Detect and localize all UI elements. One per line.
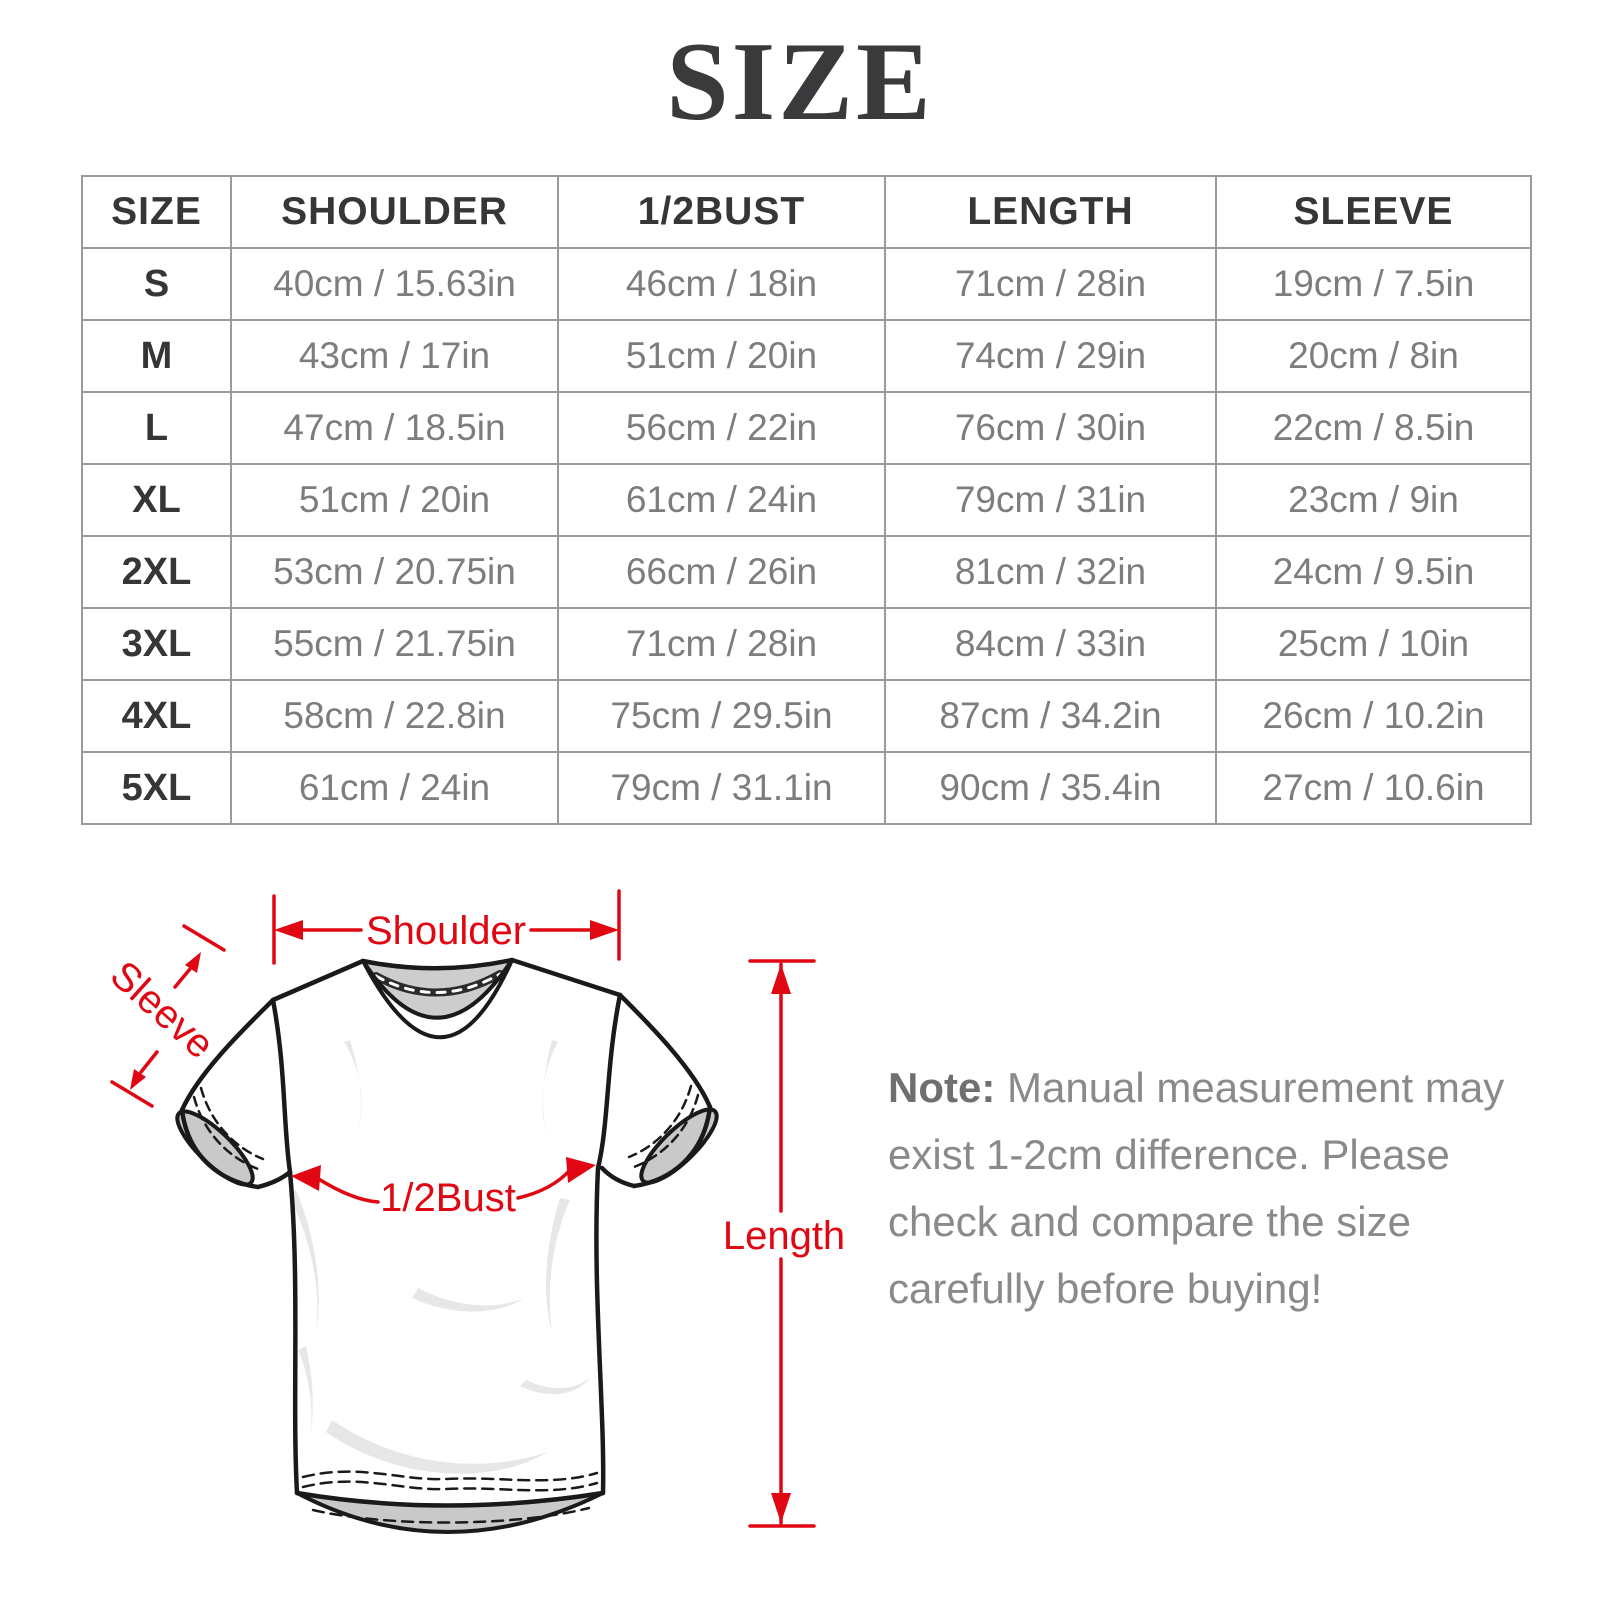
note-line: carefully before buying! [888, 1265, 1323, 1312]
page-title: SIZE [666, 20, 934, 144]
shoulder-cell: 53cm / 20.75in [230, 535, 559, 609]
table-row: 2XL 53cm / 20.75in 66cm / 26in 81cm / 32… [81, 535, 1532, 609]
size-cell: 4XL [81, 679, 232, 753]
sleeve-cell: 25cm / 10in [1215, 607, 1532, 681]
table-header-size: SIZE [81, 175, 232, 249]
length-cell: 81cm / 32in [884, 535, 1217, 609]
size-cell: XL [81, 463, 232, 537]
length-cell: 84cm / 33in [884, 607, 1217, 681]
size-cell: 2XL [81, 535, 232, 609]
shoulder-dimension: Shoulder [272, 889, 621, 965]
table-row: S 40cm / 15.63in 46cm / 18in 71cm / 28in… [81, 247, 1532, 321]
note-line: check and compare the size [888, 1198, 1411, 1245]
size-cell: L [81, 391, 232, 465]
bust-cell: 46cm / 18in [557, 247, 886, 321]
length-label: Length [723, 1214, 845, 1258]
wrinkle-shadows [288, 1040, 590, 1474]
note-line: exist 1-2cm difference. Please [888, 1131, 1450, 1178]
length-dimension: Length [723, 959, 845, 1528]
measurement-note: Note: Manual measurement may exist 1-2cm… [888, 1054, 1528, 1322]
bust-dimension: 1/2Bust [291, 1157, 596, 1220]
length-cell: 71cm / 28in [884, 247, 1217, 321]
shoulder-label: Shoulder [366, 909, 526, 953]
note-label: Note: [888, 1064, 996, 1111]
sleeve-cell: 24cm / 9.5in [1215, 535, 1532, 609]
size-cell: 5XL [81, 751, 232, 825]
sleeve-cell: 22cm / 8.5in [1215, 391, 1532, 465]
sleeve-cell: 23cm / 9in [1215, 463, 1532, 537]
shoulder-cell: 58cm / 22.8in [230, 679, 559, 753]
length-cell: 74cm / 29in [884, 319, 1217, 393]
note-text: Manual measurement may [1007, 1064, 1505, 1111]
bust-cell: 61cm / 24in [557, 463, 886, 537]
bust-cell: 79cm / 31.1in [557, 751, 886, 825]
bust-cell: 71cm / 28in [557, 607, 886, 681]
length-cell: 90cm / 35.4in [884, 751, 1217, 825]
table-row: 3XL 55cm / 21.75in 71cm / 28in 84cm / 33… [81, 607, 1532, 681]
table-header-row: SIZE SHOULDER 1/2BUST LENGTH SLEEVE [81, 175, 1532, 249]
size-cell: 3XL [81, 607, 232, 681]
note-line: Note: Manual measurement may [888, 1054, 1528, 1121]
size-cell: M [81, 319, 232, 393]
bust-cell: 51cm / 20in [557, 319, 886, 393]
size-cell: S [81, 247, 232, 321]
length-cell: 87cm / 34.2in [884, 679, 1217, 753]
shoulder-cell: 40cm / 15.63in [230, 247, 559, 321]
table-header-length: LENGTH [884, 175, 1217, 249]
bust-cell: 66cm / 26in [557, 535, 886, 609]
collar [360, 957, 515, 1040]
table-row: L 47cm / 18.5in 56cm / 22in 76cm / 30in … [81, 391, 1532, 465]
sleeve-cell: 27cm / 10.6in [1215, 751, 1532, 825]
length-cell: 76cm / 30in [884, 391, 1217, 465]
size-table: SIZE SHOULDER 1/2BUST LENGTH SLEEVE S 40… [81, 175, 1532, 825]
table-row: 5XL 61cm / 24in 79cm / 31.1in 90cm / 35.… [81, 751, 1532, 825]
shoulder-cell: 43cm / 17in [230, 319, 559, 393]
table-row: M 43cm / 17in 51cm / 20in 74cm / 29in 20… [81, 319, 1532, 393]
bust-cell: 75cm / 29.5in [557, 679, 886, 753]
tshirt-illustration [175, 957, 719, 1534]
table-row: 4XL 58cm / 22.8in 75cm / 29.5in 87cm / 3… [81, 679, 1532, 753]
shoulder-cell: 61cm / 24in [230, 751, 559, 825]
sleeve-cell: 19cm / 7.5in [1215, 247, 1532, 321]
length-cell: 79cm / 31in [884, 463, 1217, 537]
tshirt-size-diagram: Shoulder Sleeve 1/2Bust [102, 889, 845, 1534]
table-header-bust: 1/2BUST [557, 175, 886, 249]
table-header-shoulder: SHOULDER [230, 175, 559, 249]
table-row: XL 51cm / 20in 61cm / 24in 79cm / 31in 2… [81, 463, 1532, 537]
sleeve-cell: 20cm / 8in [1215, 319, 1532, 393]
shoulder-cell: 55cm / 21.75in [230, 607, 559, 681]
sleeve-label: Sleeve [102, 953, 222, 1068]
bust-label: 1/2Bust [380, 1176, 516, 1220]
bust-cell: 56cm / 22in [557, 391, 886, 465]
sleeve-cell: 26cm / 10.2in [1215, 679, 1532, 753]
shoulder-cell: 47cm / 18.5in [230, 391, 559, 465]
table-header-sleeve: SLEEVE [1215, 175, 1532, 249]
shoulder-cell: 51cm / 20in [230, 463, 559, 537]
